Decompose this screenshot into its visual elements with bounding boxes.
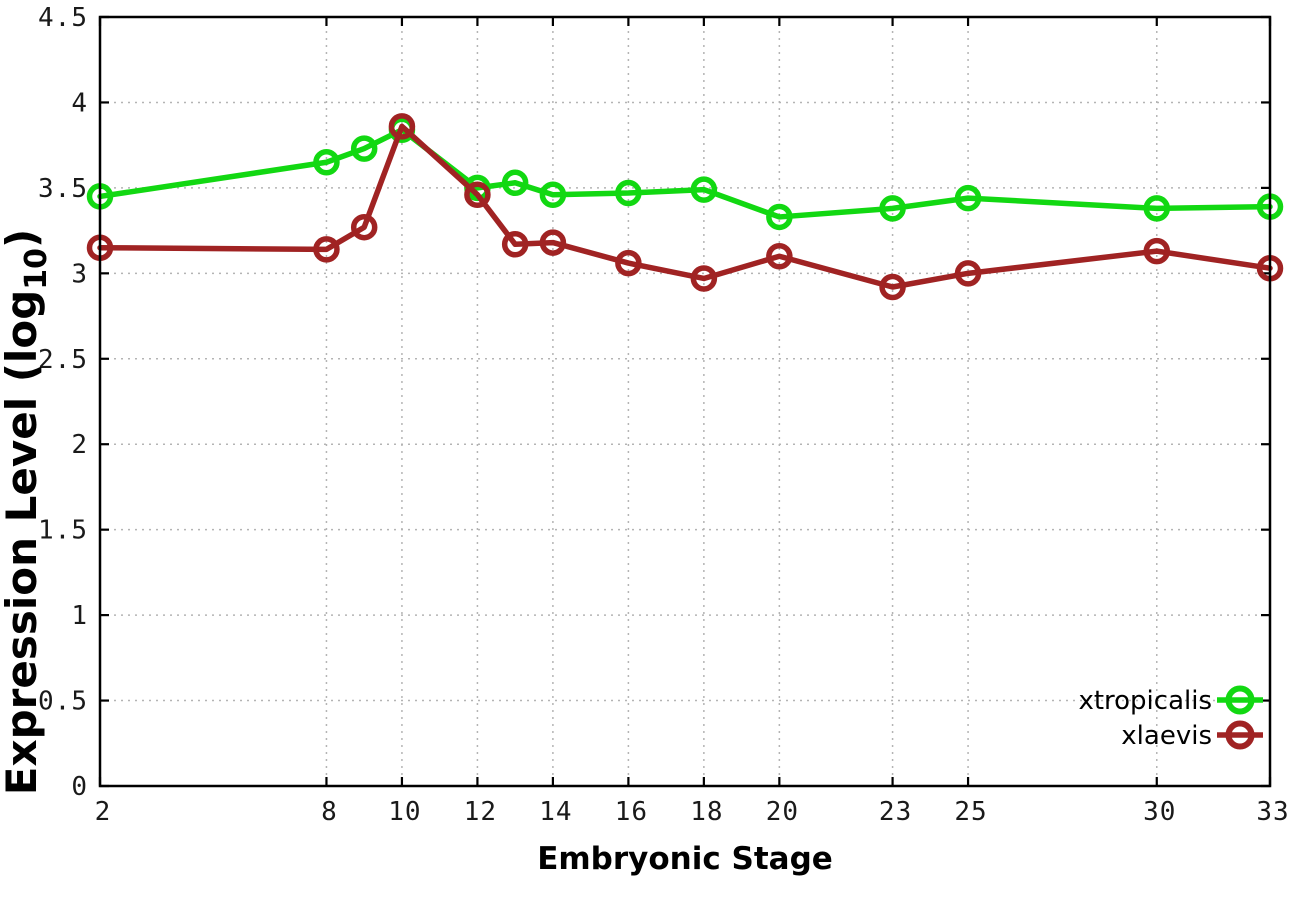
- data-point-xtropicalis: [539, 181, 567, 208]
- data-point-xlaevis: [501, 231, 529, 258]
- x-tick-label: 18: [690, 797, 723, 827]
- data-point-xlaevis: [954, 260, 982, 287]
- data-point-xtropicalis: [954, 184, 982, 212]
- x-tick-label: 30: [1143, 797, 1176, 827]
- grid-layer: [99, 16, 1271, 786]
- data-point-xlaevis: [464, 181, 491, 208]
- x-tick-label: 2: [95, 797, 112, 827]
- data-point-xlaevis: [879, 273, 906, 301]
- data-point-xtropicalis: [313, 149, 340, 176]
- x-tick-label: 14: [539, 797, 572, 827]
- y-tick-label: 0: [71, 772, 88, 802]
- y-tick-label: 4: [71, 88, 88, 118]
- data-point-xtropicalis: [766, 203, 793, 231]
- y-tick-label: 3.5: [38, 174, 88, 204]
- y-tick-label: 3: [71, 259, 88, 289]
- series-layer: [86, 113, 1284, 301]
- data-point-xlaevis: [539, 229, 567, 256]
- data-point-xtropicalis: [615, 179, 642, 207]
- series-xlaevis: [86, 113, 1284, 301]
- x-tick-label: 20: [766, 797, 799, 827]
- x-tick-label: 23: [879, 797, 912, 827]
- data-point-xlaevis: [313, 236, 340, 263]
- data-point-xtropicalis: [690, 176, 718, 203]
- y-tick-label: 0.5: [38, 687, 88, 717]
- y-tick-label: 4.5: [38, 3, 88, 33]
- plot-border: [98, 15, 1272, 788]
- legend: xtropicalis xlaevis: [1078, 685, 1263, 751]
- legend-entry-xtropicalis: xtropicalis: [1078, 685, 1263, 716]
- y-axis-title-close: ): [0, 229, 46, 248]
- legend-marker-circle: [1225, 720, 1255, 750]
- x-tick-label: 16: [615, 797, 648, 827]
- x-tick-label: 8: [321, 797, 338, 827]
- y-tick-label: 1.5: [38, 516, 88, 546]
- legend-entry-xlaevis: xlaevis: [1121, 720, 1263, 751]
- x-tick-label: 12: [464, 797, 497, 827]
- y-tick-label: 2: [71, 430, 88, 460]
- data-point-xlaevis: [1143, 237, 1171, 265]
- x-tick-label: 33: [1256, 797, 1289, 827]
- data-point-xtropicalis: [501, 169, 529, 197]
- y-tick-label: 1: [71, 601, 88, 631]
- legend-marker-circle: [1225, 685, 1255, 715]
- data-point-xlaevis: [766, 242, 793, 270]
- x-axis-title: Embryonic Stage: [537, 841, 833, 877]
- data-point-xlaevis: [690, 265, 718, 292]
- y-axis-title-subscript: 10: [19, 248, 54, 290]
- y-tick-label: 2.5: [38, 345, 88, 375]
- legend-label-xtropicalis: xtropicalis: [1078, 686, 1212, 716]
- y-axis-title-text: Expression Level (log: [0, 290, 46, 795]
- legend-label-xlaevis: xlaevis: [1121, 721, 1212, 751]
- data-point-xtropicalis: [1143, 195, 1171, 222]
- series-xtropicalis: [86, 116, 1284, 231]
- data-point-xlaevis: [388, 113, 416, 140]
- y-axis-title: Expression Level (log10): [0, 229, 54, 795]
- x-tick-label: 10: [388, 797, 421, 827]
- data-point-xlaevis: [350, 213, 378, 241]
- data-point-xtropicalis: [350, 135, 378, 162]
- data-point-xtropicalis: [879, 195, 906, 222]
- data-point-xlaevis: [615, 249, 642, 277]
- series-line-xtropicalis: [97, 127, 1273, 220]
- x-tick-label: 25: [954, 797, 987, 827]
- tick-layer: 2 8 10 12 14 16 18 20 23 25 30 33 0 0.5 1 1.5 2 2.5 3 3.5 4 4…: [38, 3, 1289, 827]
